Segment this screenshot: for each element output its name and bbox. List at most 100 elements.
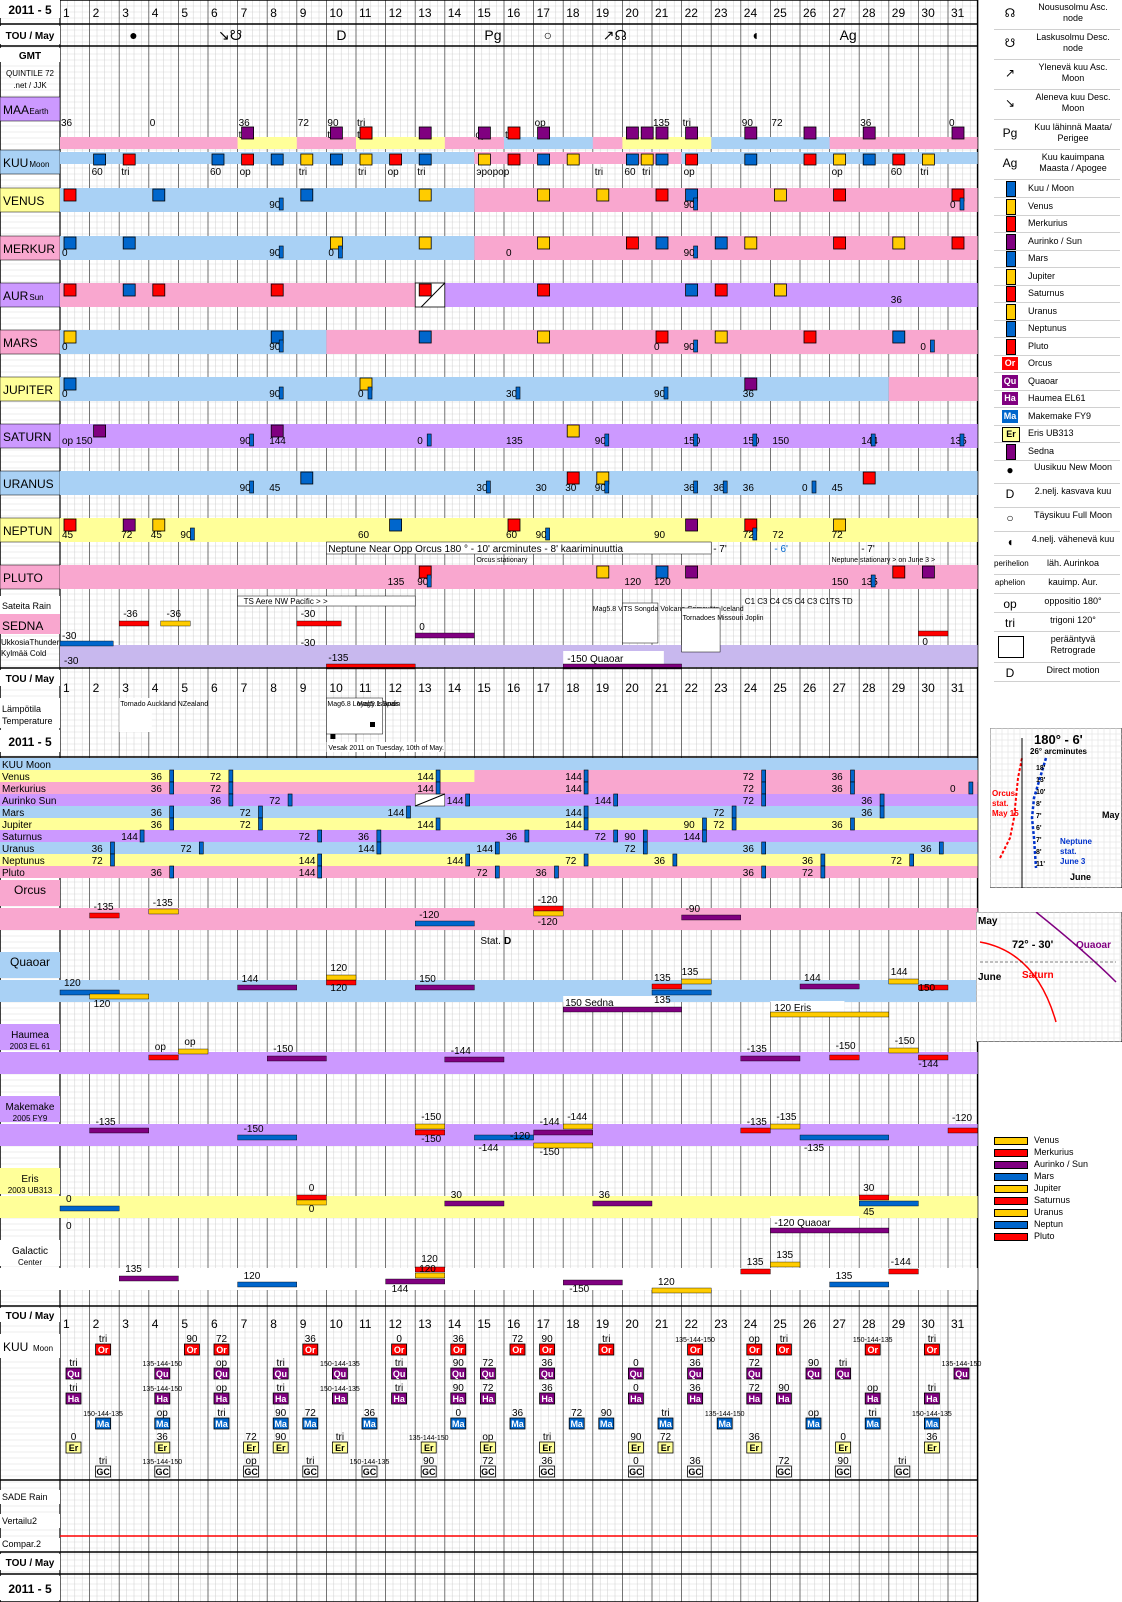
legend-row: ● Uusikuu New Moon bbox=[994, 460, 1120, 484]
body-badge bbox=[65, 1392, 82, 1405]
planet-aspect-marker bbox=[63, 377, 77, 391]
badge-aspect: 90 bbox=[453, 1358, 465, 1369]
row-label: NEPTUN bbox=[3, 524, 52, 538]
badge-aspect: tri bbox=[839, 1358, 847, 1369]
body-badge bbox=[628, 1392, 644, 1405]
legend-symbol: op bbox=[1003, 597, 1017, 611]
moon-aspect-marker bbox=[655, 153, 669, 166]
day-number: 2 bbox=[93, 6, 100, 20]
badge-aspect: 135-144-150 bbox=[142, 1361, 182, 1368]
day-number: 17 bbox=[537, 6, 551, 20]
body-aspect: -150 bbox=[836, 1041, 856, 1052]
day-number: 29 bbox=[892, 1317, 906, 1331]
aspect-number: 144 bbox=[565, 772, 582, 783]
aspect-number: 144 bbox=[476, 844, 493, 855]
body-badge-label: Ha bbox=[275, 1394, 287, 1404]
storm-note: TS Aere NW Pacific > > bbox=[244, 597, 328, 606]
legend-badge: Ma bbox=[1002, 409, 1018, 423]
aspect-number: 36 bbox=[151, 868, 163, 879]
sedna-aspect: -30 bbox=[64, 656, 79, 667]
body-badge bbox=[213, 1343, 230, 1356]
body-aspect: -144 bbox=[478, 1143, 498, 1154]
planet-aspect-marker bbox=[389, 518, 403, 532]
badge-aspect: 72 bbox=[482, 1456, 494, 1467]
row-label: PLUTO bbox=[3, 571, 43, 585]
moon-aspect-marker bbox=[640, 153, 654, 166]
rain-label: Sateita Rain bbox=[2, 601, 51, 611]
quaoar-note: -150 Quaoar bbox=[567, 654, 624, 665]
body-badge-label: Or bbox=[542, 1345, 553, 1355]
legend-row: Er Eris UB313 bbox=[994, 425, 1120, 443]
moon-aspect-label: эророр bbox=[476, 167, 509, 178]
aspect-number: 36 bbox=[151, 808, 163, 819]
body-badge bbox=[479, 1465, 496, 1478]
bar-legend-row: Jupiter bbox=[994, 1182, 1122, 1194]
body-badge bbox=[835, 1441, 851, 1454]
legend-swatch bbox=[1006, 198, 1016, 215]
earth-aspect-marker bbox=[744, 126, 758, 140]
aspect-bar bbox=[681, 978, 712, 985]
body-label-bg bbox=[0, 952, 60, 978]
legend-symbol: aphelion bbox=[994, 578, 1026, 587]
legend-row: Kuu / Moon bbox=[994, 180, 1120, 198]
body-badge-label: Qu bbox=[274, 1369, 287, 1379]
aspect-bar bbox=[740, 1268, 771, 1275]
aspect-tick bbox=[249, 433, 254, 447]
inset-tick: 18' bbox=[1036, 765, 1046, 772]
aspect-tick bbox=[850, 781, 855, 795]
body-aspect: -135 bbox=[96, 1117, 116, 1128]
day-number: 7 bbox=[241, 681, 248, 695]
planet-aspect-marker bbox=[714, 283, 728, 297]
aspect-number: 144 bbox=[684, 832, 701, 843]
aspect-tick bbox=[613, 829, 618, 843]
legend-text: peräänty­vä Retrograde bbox=[1050, 634, 1096, 655]
inset-label: Neptune bbox=[1060, 837, 1093, 846]
earth-aspect-marker bbox=[329, 126, 343, 140]
aspect-number: 72 bbox=[565, 856, 577, 867]
legend-text: trigoni 120° bbox=[1050, 615, 1096, 625]
legend-symbol: D bbox=[1005, 666, 1015, 680]
day-number: 24 bbox=[744, 1317, 758, 1331]
body-aspect: 120 bbox=[421, 1254, 438, 1265]
body-badge bbox=[331, 1441, 348, 1454]
aspect-number: 72 bbox=[713, 808, 725, 819]
aspect-tick bbox=[731, 817, 737, 831]
day-number: 5 bbox=[181, 1317, 188, 1331]
bar-swatch bbox=[994, 1161, 1028, 1169]
day-number: 12 bbox=[389, 1317, 403, 1331]
body-aspect: -135 bbox=[94, 902, 114, 913]
aspect-bar bbox=[89, 1127, 149, 1134]
badge-aspect: 0 bbox=[633, 1456, 639, 1467]
legend-row: Ma Makemake FY9 bbox=[994, 408, 1120, 426]
aspect-bar bbox=[296, 1194, 327, 1201]
inset-label: June 3 bbox=[1060, 857, 1086, 866]
quake-note: Mag5.1 Spain bbox=[357, 701, 400, 708]
day-number: 18 bbox=[566, 681, 580, 695]
body-badge bbox=[776, 1343, 792, 1356]
body-badge bbox=[746, 1343, 763, 1356]
aspect-bar bbox=[859, 1194, 890, 1201]
aspect-tick bbox=[249, 480, 254, 494]
day-number: 2 bbox=[93, 681, 100, 695]
sedna-aspect: 0 bbox=[922, 637, 928, 648]
body-badge-label: Ha bbox=[453, 1394, 465, 1404]
day-number: 1 bbox=[63, 681, 70, 695]
tou-label: TOU / May bbox=[6, 1558, 55, 1569]
legend-swatch bbox=[1006, 216, 1016, 232]
aspect-tick bbox=[722, 480, 728, 494]
aspect-bar bbox=[415, 1272, 446, 1279]
aspect-row-label: Pluto bbox=[2, 868, 25, 879]
body-badge-label: Ha bbox=[541, 1394, 553, 1404]
aspect-bar bbox=[267, 1055, 327, 1062]
body-aspect: 144 bbox=[242, 974, 259, 985]
aspect-bar bbox=[829, 1054, 860, 1061]
day-number: 11 bbox=[359, 1317, 372, 1331]
body-aspect: -150 bbox=[569, 1284, 589, 1295]
planet-aspect-label: 30 bbox=[506, 389, 518, 400]
aspect-bar bbox=[296, 1199, 327, 1206]
day-number: 31 bbox=[951, 6, 965, 20]
inset-label: June bbox=[1070, 872, 1091, 882]
body-label-bg bbox=[0, 1240, 60, 1266]
legend-text: Täysikuu Full Moon bbox=[1033, 510, 1113, 520]
body-badge bbox=[805, 1417, 822, 1430]
